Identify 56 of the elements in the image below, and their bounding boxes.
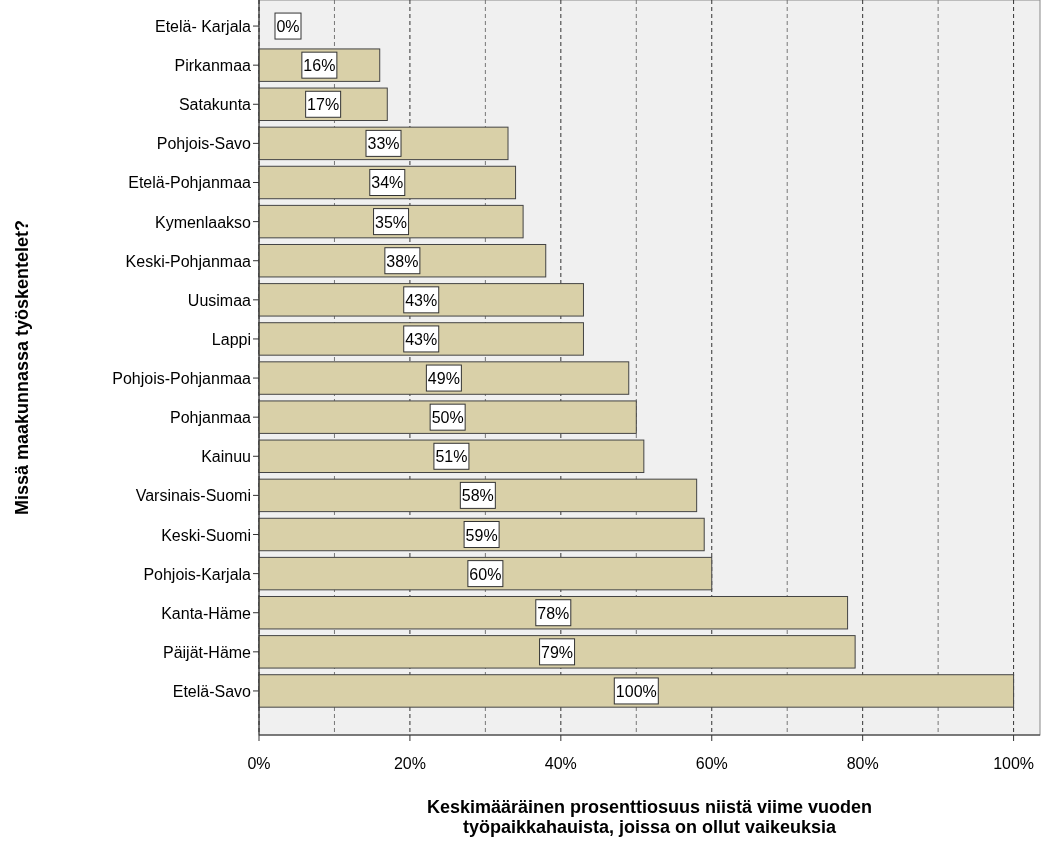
y-tick-label: Keski-Pohjanmaa (125, 252, 252, 270)
y-tick-label: Pohjois-Savo (156, 135, 252, 153)
data-label: 50% (431, 409, 464, 427)
x-tick-label: 60% (695, 755, 728, 772)
x-tick-label: 80% (846, 755, 879, 772)
x-axis-title: Keskimääräinen prosenttiosuus niistä viime vuoden työpaikkahauista, joissa on ollut vaikeuksia (426, 797, 873, 837)
x-tick-label: 20% (393, 755, 426, 772)
data-label: 16% (303, 57, 336, 75)
y-tick-label: Pohjois-Pohjanmaa (112, 370, 252, 388)
y-tick-label: Kymenlaakso (154, 213, 252, 231)
y-tick-label: Etelä-Pohjanmaa (128, 174, 252, 192)
data-label: 17% (307, 96, 340, 114)
bar (258, 595, 849, 630)
data-label: 35% (375, 213, 408, 231)
x-tick-label: 100% (993, 755, 1035, 772)
data-label: 43% (405, 291, 438, 309)
y-tick-label: Etelä- Karjala (154, 18, 252, 36)
data-label: 78% (537, 604, 570, 622)
y-tick-label: Päijät-Häme (162, 643, 252, 661)
bar (258, 283, 584, 317)
data-label: 34% (371, 174, 404, 192)
bar (258, 400, 637, 434)
bar (258, 361, 630, 395)
data-label: 79% (541, 643, 574, 661)
data-label: 58% (461, 487, 494, 505)
data-label: 43% (405, 330, 438, 348)
y-tick-label: Varsinais-Suomi (135, 487, 251, 505)
y-tick-label: Uusimaa (187, 291, 252, 309)
y-tick-label: Kainuu (201, 448, 251, 466)
y-tick-label: Pirkanmaa (174, 57, 252, 75)
data-label: 60% (469, 565, 502, 583)
y-tick-label: Pohjois-Karjala (143, 565, 252, 583)
data-label: 0% (276, 18, 300, 36)
x-tick-label: 40% (544, 755, 577, 772)
data-label: 51% (435, 448, 468, 466)
x-tick-label: 0% (247, 755, 271, 772)
y-tick-label: Etelä-Savo (172, 682, 252, 700)
bar (258, 439, 645, 474)
y-tick-label: Lappi (211, 330, 251, 348)
y-tick-label: Pohjanmaa (170, 409, 252, 427)
data-label: 38% (386, 252, 419, 270)
bar (258, 322, 584, 356)
bar (258, 478, 698, 513)
data-label: 100% (615, 682, 657, 700)
bar (258, 635, 856, 669)
y-tick-label: Kanta-Häme (161, 604, 252, 622)
bar (258, 243, 547, 278)
bar (258, 556, 713, 591)
y-tick-label: Satakunta (178, 96, 252, 114)
bar (258, 674, 1015, 708)
data-label: 33% (367, 135, 400, 153)
data-label: 59% (465, 526, 498, 544)
bar (258, 517, 705, 552)
y-axis-title: Missä maakunnassa työskentelet? (12, 219, 32, 516)
y-tick-label: Keski-Suomi (161, 526, 251, 544)
data-label: 49% (427, 370, 460, 388)
